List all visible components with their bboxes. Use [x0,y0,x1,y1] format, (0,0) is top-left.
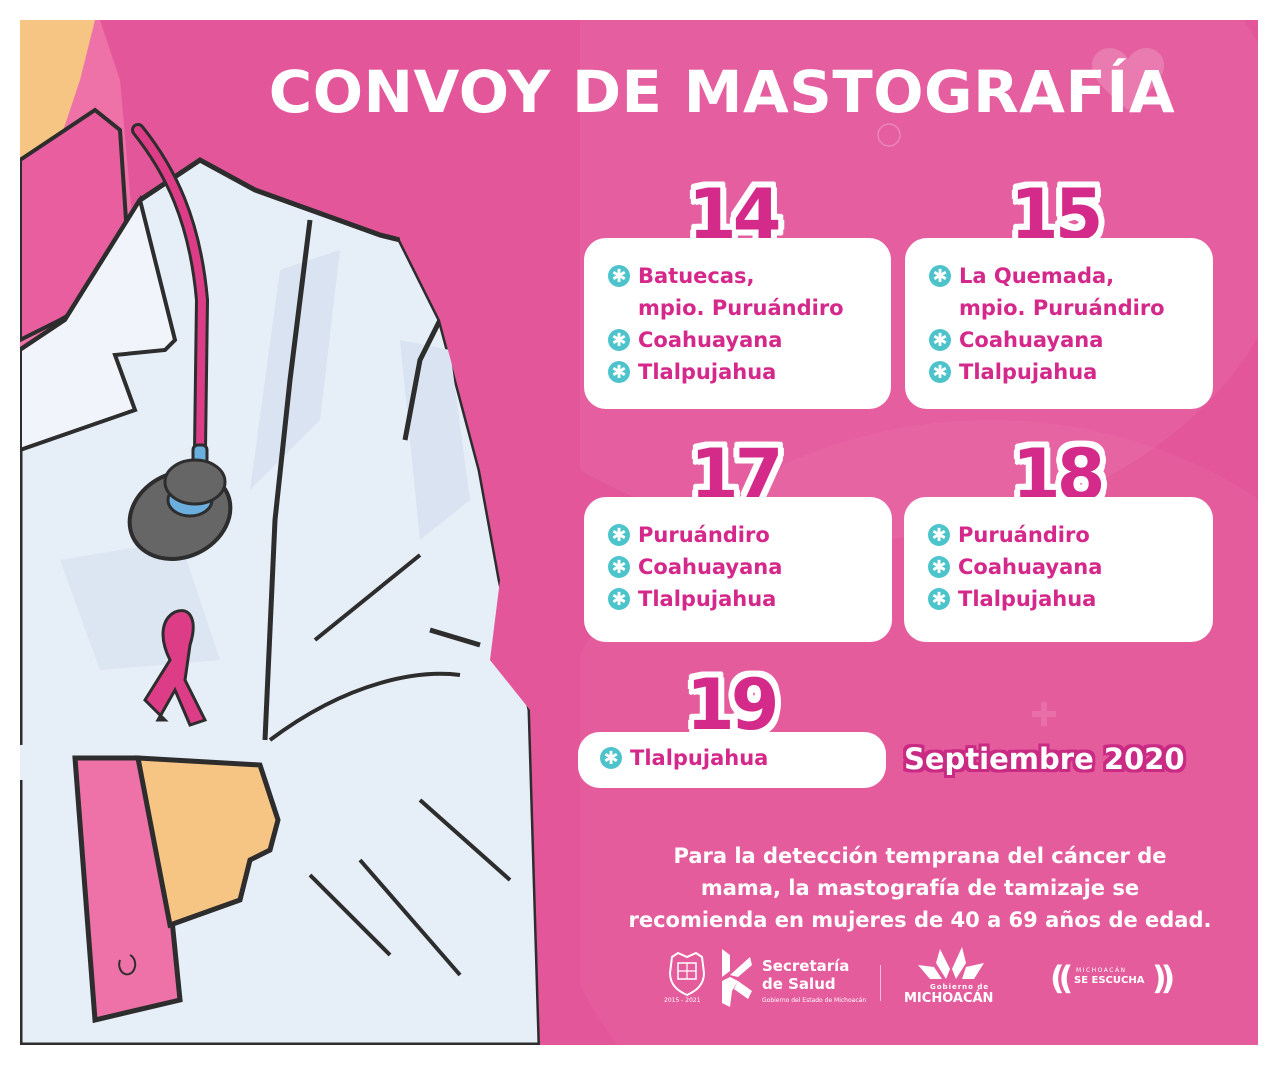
asterisk-bullet-icon: ✱ [608,588,630,610]
asterisk-bullet-icon: ✱ [608,361,630,383]
location-item: ✱ Puruándiro [928,519,1197,551]
location-item: ✱ Coahuayana [929,324,1197,356]
location-item: ✱ Tlalpujahua [600,742,870,774]
secretaria-line1: Secretaría [762,957,850,975]
secretaria-sub: Gobierno del Estado de Michoacán [762,997,867,1004]
asterisk-bullet-icon: ✱ [600,747,622,769]
plus-icon [1032,702,1056,726]
note-line: recomienda en mujeres de 40 a 69 años de… [628,908,1212,932]
asterisk-bullet-icon: ✱ [928,556,950,578]
location-item: ✱ Tlalpujahua [608,583,876,615]
escucha-left-waves-icon: (( [1050,959,1073,997]
logo-divider [880,965,881,1001]
location-item: ✱ Coahuayana [928,551,1197,583]
location-item: ✱ Tlalpujahua [929,356,1197,388]
asterisk-bullet-icon: ✱ [608,329,630,351]
month-label: Septiembre 2020 [904,742,1185,776]
location-item: ✱ Batuecas, mpio. Puruándiro [608,260,875,324]
heart-icon [1092,48,1164,110]
schedule-card-14: ✱ Batuecas, mpio. Puruándiro ✱ Coahuayana … [584,238,891,409]
escucha-right-waves-icon: )) [1152,959,1175,997]
page-title: CONVOY DE MASTOGRAFÍA [268,58,1176,126]
gobierno-big: MICHOACÁN [904,991,994,1006]
escucha-top: MICHOACÁN [1076,967,1127,974]
asterisk-bullet-icon: ✱ [928,588,950,610]
location-item: ✱ Coahuayana [608,551,876,583]
gobierno-small: Gobierno de [930,983,990,991]
escucha-bottom: SE ESCUCHA [1074,975,1145,986]
asterisk-bullet-icon: ✱ [608,556,630,578]
recommendation-note: Para la detección temprana del cáncer de… [580,840,1258,936]
note-line: mama, la mastografía de tamizaje se [700,876,1140,900]
note-line: Para la detección temprana del cáncer de [673,844,1167,868]
location-item: ✱ Puruándiro [608,519,876,551]
secretaria-salud-k-logo [722,949,752,1007]
gobierno-michoacan-logo [918,947,984,979]
asterisk-bullet-icon: ✱ [929,329,951,351]
asterisk-bullet-icon: ✱ [608,524,630,546]
location-item: ✱ Tlalpujahua [608,356,875,388]
coat-of-arms-years: 2015 - 2021 [664,997,701,1004]
schedule-card-19: ✱ Tlalpujahua [578,732,886,788]
footer-logos: 2015 - 2021 Secretaría de Salud Gobierno… [20,945,1258,1025]
asterisk-bullet-icon: ✱ [929,361,951,383]
location-item: ✱ La Quemada, mpio. Puruándiro [929,260,1197,324]
location-item: ✱ Tlalpujahua [928,583,1197,615]
secretaria-line2: de Salud [762,975,836,993]
coat-of-arms-logo [668,951,706,997]
asterisk-bullet-icon: ✱ [608,265,630,287]
schedule-card-17: ✱ Puruándiro ✱ Coahuayana ✱ Tlalpujahua [584,497,892,642]
circle-outline-icon [877,123,901,147]
doctor-illustration [20,20,580,1045]
schedule-card-15: ✱ La Quemada, mpio. Puruándiro ✱ Coahuayan… [905,238,1213,409]
schedule-card-18: ✱ Puruándiro ✱ Coahuayana ✱ Tlalpujahua [904,497,1213,642]
day-number-19: 19 [686,664,779,746]
asterisk-bullet-icon: ✱ [929,265,951,287]
asterisk-bullet-icon: ✱ [928,524,950,546]
poster: CONVOY DE MASTOGRAFÍA 14 ✱ Batuecas, mpio… [20,20,1258,1045]
location-item: ✱ Coahuayana [608,324,875,356]
